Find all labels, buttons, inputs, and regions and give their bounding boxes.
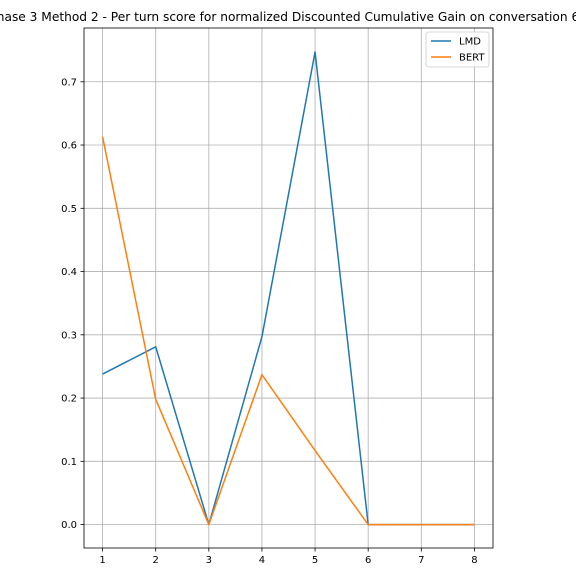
x-tick-label: 5 <box>312 555 318 566</box>
x-tick-label: 8 <box>471 555 477 566</box>
x-tick-label: 7 <box>418 555 424 566</box>
grid-lines <box>84 28 493 548</box>
legend-label-bert: BERT <box>459 53 485 64</box>
y-tick-label: 0.0 <box>61 520 77 531</box>
y-tick-label: 0.2 <box>61 394 77 405</box>
x-tick-label: 3 <box>206 555 212 566</box>
y-tick-label: 0.3 <box>61 330 77 341</box>
x-tick-label: 2 <box>153 555 159 566</box>
y-tick-label: 0.7 <box>61 77 77 88</box>
plot-frame <box>83 27 494 549</box>
plot-area <box>84 28 493 548</box>
chart-title: hase 3 Method 2 - Per turn score for nor… <box>0 10 576 24</box>
y-tick-label: 0.1 <box>61 457 77 468</box>
y-tick-label: 0.6 <box>61 141 77 152</box>
x-tick-label: 6 <box>365 555 371 566</box>
y-axis: 0.0 0.1 0.2 0.3 0.4 0.5 0.6 0.7 <box>61 77 84 531</box>
legend-label-lmd: LMD <box>459 37 481 48</box>
x-axis: 1 2 3 4 5 6 7 8 <box>99 548 478 566</box>
y-tick-label: 0.4 <box>61 267 77 278</box>
series-line-bert <box>101 136 475 526</box>
x-tick-label: 4 <box>259 555 265 566</box>
y-tick-label: 0.5 <box>61 204 77 215</box>
series-lines <box>101 51 475 526</box>
x-tick-label: 1 <box>99 555 105 566</box>
legend: LMD BERT <box>425 31 490 68</box>
